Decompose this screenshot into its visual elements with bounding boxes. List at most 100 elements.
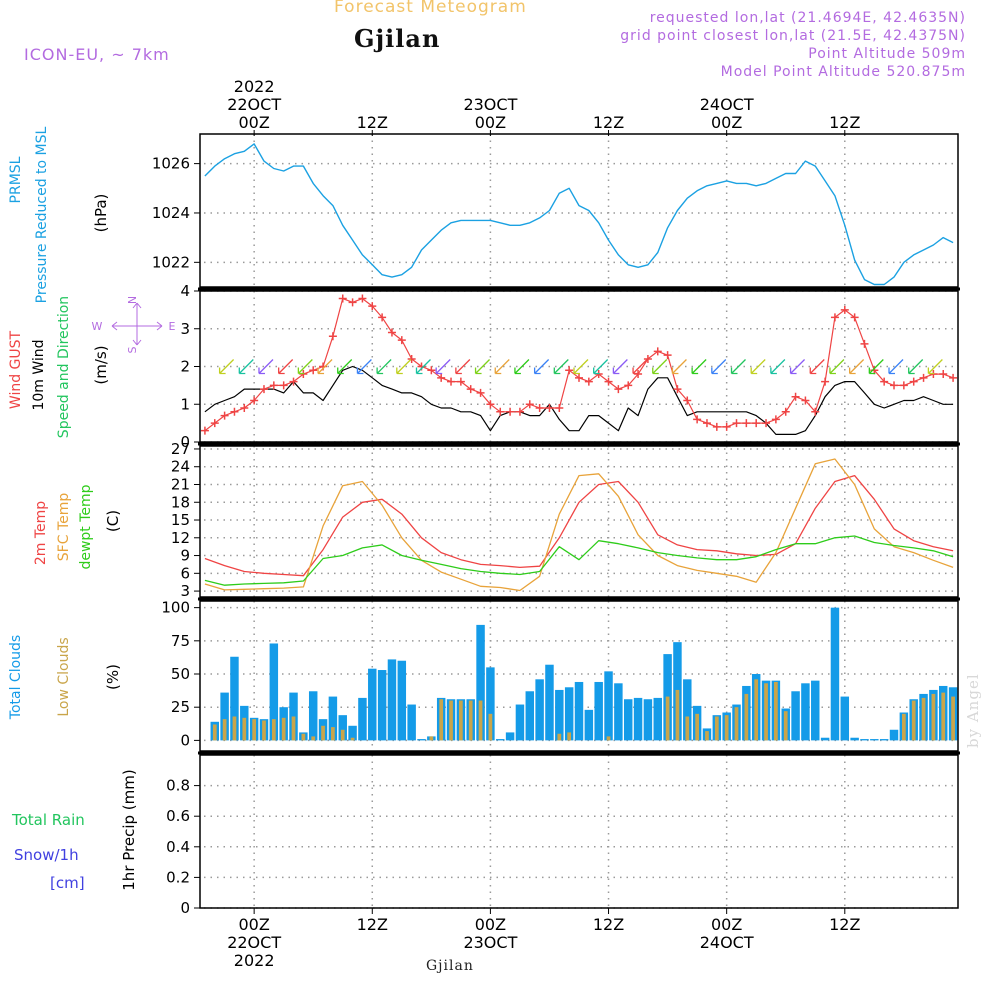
wind-10m-label: 10m Wind bbox=[31, 339, 47, 410]
gust-marker bbox=[397, 336, 406, 345]
wind-arrow bbox=[691, 359, 707, 375]
gust-marker bbox=[801, 396, 810, 405]
low-cloud-bar bbox=[783, 711, 788, 741]
wind-arrow bbox=[770, 359, 786, 375]
bottom-time-label: 24OCT bbox=[700, 933, 754, 952]
bottom-time-label: 2022 bbox=[234, 951, 275, 970]
total-cloud-bar bbox=[505, 732, 515, 741]
wind-arrow bbox=[317, 359, 333, 375]
clouds-unit: (%) bbox=[104, 664, 122, 690]
total-cloud-bar bbox=[791, 691, 800, 741]
gust-marker bbox=[535, 404, 544, 413]
total-cloud-bar bbox=[614, 683, 623, 741]
top-time-label: 24OCT bbox=[700, 95, 754, 114]
wind-arrow bbox=[652, 359, 668, 375]
y-tick-label: 0 bbox=[180, 731, 190, 749]
total-cloud-bar bbox=[683, 679, 692, 741]
gust-marker bbox=[250, 396, 259, 405]
y-tick-label: 1026 bbox=[152, 155, 190, 173]
total-clouds-label: Total Clouds bbox=[8, 635, 24, 720]
wind-panel-frame bbox=[199, 290, 959, 443]
gust-marker bbox=[909, 377, 918, 386]
point-altitude: Point Altitude 509m bbox=[808, 46, 966, 62]
total-cloud-bar bbox=[840, 696, 850, 741]
gust-marker bbox=[850, 313, 859, 322]
y-tick-label: 0.2 bbox=[166, 868, 190, 886]
model-label: ICON-EU, ~ 7km bbox=[24, 45, 170, 64]
pressure-label: Pressure Reduced to MSL bbox=[34, 126, 50, 303]
bottom-time-label: 12Z bbox=[829, 915, 860, 934]
gust-marker bbox=[722, 422, 731, 431]
temperature-panel-frame bbox=[199, 445, 959, 598]
gust-marker bbox=[279, 381, 288, 390]
gust-marker bbox=[752, 419, 761, 428]
y-tick-label: 3 bbox=[180, 582, 190, 600]
gust-marker bbox=[407, 354, 416, 363]
bottom-time-label: 00Z bbox=[475, 915, 506, 934]
wind-arrow bbox=[553, 359, 569, 375]
total-cloud-bar bbox=[830, 607, 840, 741]
temp-sfc-label: SFC Temp bbox=[56, 493, 72, 562]
low-cloud-bar bbox=[665, 696, 670, 741]
gust-marker bbox=[427, 366, 436, 375]
wind-arrow bbox=[435, 359, 451, 375]
total-cloud-bar bbox=[476, 624, 485, 741]
wind-arrow bbox=[612, 359, 628, 375]
total-cloud-bar bbox=[535, 679, 544, 741]
wind-arrow bbox=[908, 359, 924, 375]
temperature-line bbox=[204, 535, 954, 586]
low-cloud-bar bbox=[901, 713, 906, 741]
low-cloud-bar bbox=[321, 725, 325, 741]
gust-marker bbox=[525, 400, 534, 409]
gust-marker bbox=[447, 377, 456, 386]
top-time-label: 00Z bbox=[475, 113, 506, 132]
total-cloud-bar bbox=[220, 692, 229, 741]
low-cloud-bar bbox=[459, 700, 463, 741]
low-cloud-bar bbox=[331, 727, 335, 741]
gust-marker bbox=[358, 294, 367, 303]
gust-marker bbox=[555, 404, 564, 413]
y-tick-label: 1024 bbox=[152, 204, 190, 222]
y-tick-label: 24 bbox=[171, 458, 190, 476]
bottom-time-label: 00Z bbox=[711, 915, 742, 934]
bottom-time-label: 00Z bbox=[238, 915, 269, 934]
gust-marker bbox=[476, 388, 485, 397]
total-cloud-bar bbox=[328, 696, 338, 741]
total-cloud-bar bbox=[653, 697, 662, 741]
total-cloud-bar bbox=[584, 709, 594, 741]
low-cloud-bar bbox=[695, 713, 699, 741]
low-cloud-bar bbox=[606, 736, 611, 741]
low-cloud-bar bbox=[311, 736, 316, 741]
low-clouds-label: Low Clouds bbox=[56, 637, 72, 716]
total-rain-label: Total Rain bbox=[11, 811, 85, 829]
gust-marker bbox=[683, 396, 692, 405]
total-cloud-bar bbox=[407, 704, 416, 741]
gust-marker bbox=[860, 339, 869, 348]
total-cloud-bar bbox=[387, 659, 397, 741]
wind-arrow bbox=[671, 359, 687, 375]
gust-marker bbox=[791, 392, 800, 401]
total-cloud-bar bbox=[525, 691, 535, 741]
gust-marker bbox=[604, 377, 613, 386]
gust-marker bbox=[289, 377, 298, 386]
gust-marker bbox=[348, 298, 357, 307]
chart-subtitle: Forecast Meteogram bbox=[334, 0, 527, 17]
top-time-label: 22OCT bbox=[227, 95, 281, 114]
wind-arrow bbox=[297, 359, 313, 375]
wind-arrow bbox=[494, 359, 510, 375]
total-cloud-bar bbox=[377, 670, 387, 741]
low-cloud-bar bbox=[291, 716, 296, 741]
pressure-panel-frame bbox=[199, 133, 959, 288]
gust-marker bbox=[811, 407, 820, 416]
top-time-label: 00Z bbox=[711, 113, 742, 132]
gust-marker bbox=[466, 385, 475, 394]
wind-gust-label: Wind GUST bbox=[8, 330, 24, 409]
low-cloud-bar bbox=[478, 700, 483, 741]
top-time-label: 23OCT bbox=[463, 95, 517, 114]
wind-arrow bbox=[474, 359, 491, 375]
low-cloud-bar bbox=[675, 689, 680, 741]
wind-arrow bbox=[396, 359, 412, 375]
low-cloud-bar bbox=[911, 700, 916, 741]
low-cloud-bar bbox=[350, 737, 355, 741]
